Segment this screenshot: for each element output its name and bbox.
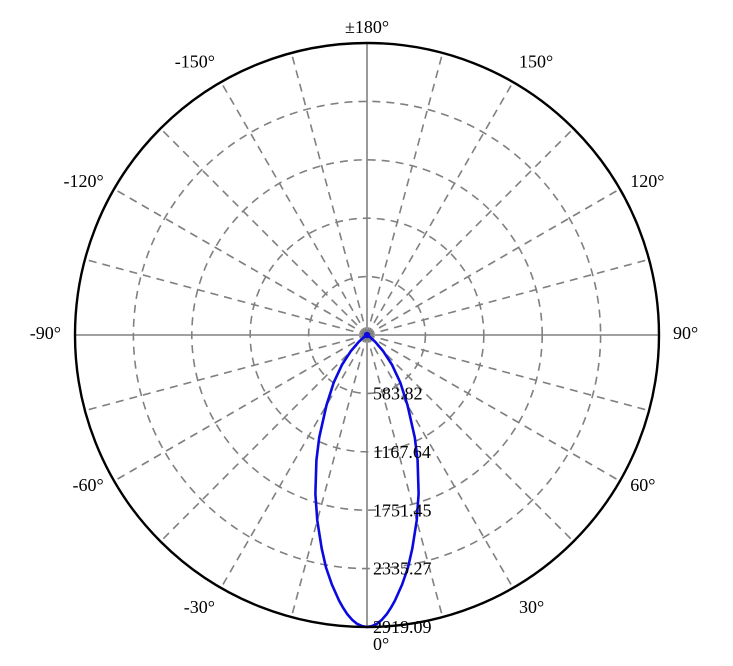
angular-tick-label: 90°: [673, 323, 698, 343]
grid-spoke: [114, 335, 367, 481]
polar-chart-svg: 583.821167.641751.452335.272919.09±180°-…: [0, 0, 733, 666]
grid-spoke: [161, 335, 367, 541]
angular-tick-label: -60°: [73, 475, 104, 495]
angular-tick-label: -30°: [184, 597, 215, 617]
angular-tick-label: -120°: [64, 171, 104, 191]
grid-spoke: [367, 129, 573, 335]
polar-chart: 583.821167.641751.452335.272919.09±180°-…: [0, 0, 733, 666]
grid-spoke: [85, 259, 367, 335]
angular-tick-label: -150°: [175, 52, 215, 72]
series-origin-dot: [364, 332, 370, 338]
angular-tick-label: 120°: [630, 171, 664, 191]
grid-spoke: [367, 259, 649, 335]
angular-tick-label: 0°: [373, 634, 389, 654]
grid-spoke: [161, 129, 367, 335]
grid-spoke: [291, 53, 367, 335]
grid-spoke: [221, 82, 367, 335]
grid-spoke: [114, 189, 367, 335]
angular-tick-label: -90°: [30, 323, 61, 343]
angular-tick-label: 60°: [630, 475, 655, 495]
radial-tick-label: 583.82: [373, 384, 423, 404]
angular-tick-label: ±180°: [345, 17, 389, 37]
radial-tick-label: 1751.45: [373, 500, 432, 520]
radial-tick-label: 2335.27: [373, 559, 432, 579]
angular-tick-label: 150°: [519, 52, 553, 72]
grid-spoke: [367, 82, 513, 335]
radial-tick-label: 1167.64: [373, 442, 431, 462]
angular-tick-label: 30°: [519, 597, 544, 617]
grid-spoke: [85, 335, 367, 411]
grid-spoke: [367, 189, 620, 335]
grid-spoke: [221, 335, 367, 588]
grid-spoke: [367, 53, 443, 335]
